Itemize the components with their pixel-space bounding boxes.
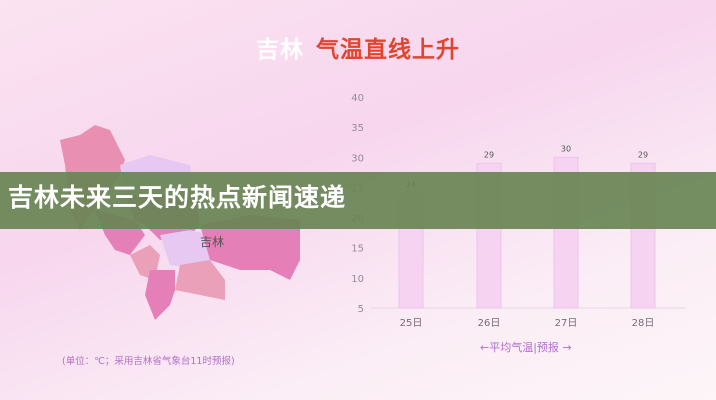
map-region-tonghua [145, 270, 175, 320]
y-tick-label: 30 [351, 153, 364, 164]
map-label: 吉林 [200, 235, 224, 249]
map-region-jilin-city [160, 230, 210, 268]
y-tick-label: 5 [358, 304, 364, 315]
data-label: 30 [561, 144, 571, 153]
x-tick-label: 27日 [555, 318, 578, 329]
y-tick-label: 35 [351, 123, 364, 134]
y-tick-label: 40 [351, 93, 364, 104]
title-region: 吉林 [256, 37, 304, 63]
x-tick-label: 25日 [400, 318, 423, 329]
x-tick-label: 26日 [478, 318, 501, 329]
y-tick-label: 10 [351, 274, 364, 285]
map-region-yanbian [200, 215, 300, 280]
y-tick-label: 15 [351, 244, 364, 255]
chart-legend: ←平均气温|预报 → [480, 341, 572, 354]
data-label: 29 [484, 150, 494, 159]
unit-note: (单位：℃；采用吉林省气象台11时预报) [62, 356, 235, 367]
title-main: 气温直线上升 [316, 37, 460, 63]
headline-text: 吉林未来三天的热点新闻速递 [8, 183, 347, 212]
page-title: 吉林 气温直线上升 [0, 30, 716, 64]
x-tick-label: 28日 [632, 318, 655, 329]
data-label: 29 [638, 150, 648, 159]
headline-banner: 吉林未来三天的热点新闻速递 [0, 172, 716, 229]
bar-chart: 5101520253035402425日2926日3027日2928日 [351, 93, 686, 329]
map-region-baishan [175, 260, 225, 300]
